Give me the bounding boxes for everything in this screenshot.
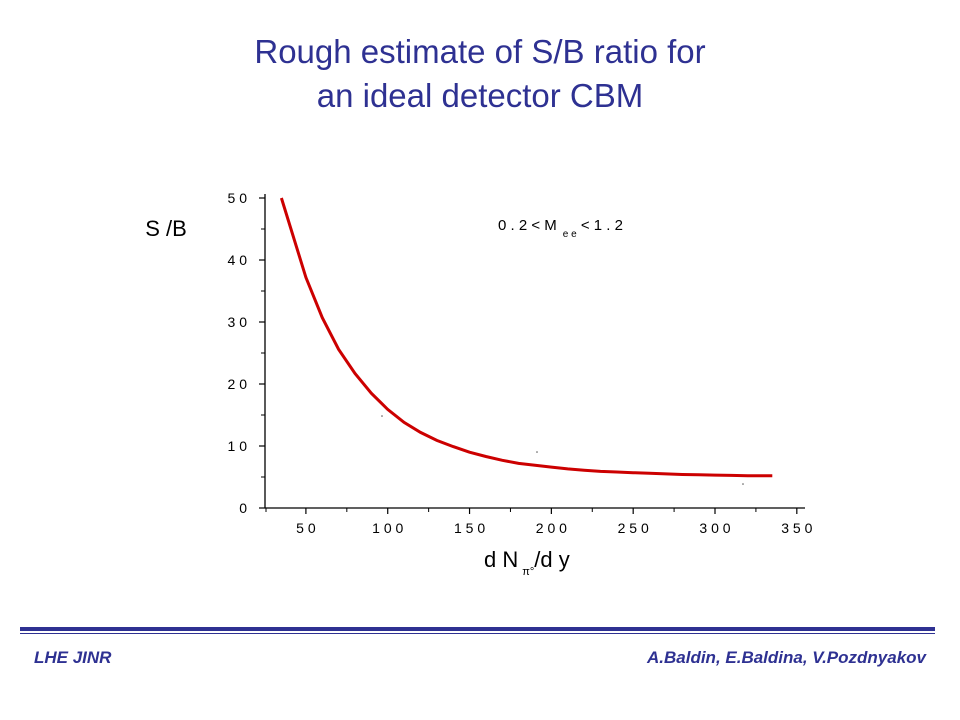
x-tick-label: 1 5 0 [454, 520, 485, 536]
footer-institution: LHE JINR [34, 648, 112, 667]
title-line-2: an ideal detector CBM [316, 77, 644, 114]
x-tick-label: 5 0 [296, 520, 316, 536]
x-label-suffix: /d y [534, 547, 569, 572]
annotation-suffix: < 1 . 2 [577, 217, 623, 234]
x-tick-label: 3 5 0 [781, 520, 812, 536]
footer-authors: A.Baldin, E.Baldina, V.Pozdnyakov [647, 648, 926, 667]
y-tick-label: 5 0 [228, 190, 248, 206]
y-tick-label: 2 0 [228, 376, 248, 392]
footer-divider [20, 627, 935, 631]
chart-ticks: 5 0 1 0 0 1 5 0 2 0 0 2 5 0 3 0 0 3 5 0 0 1 0 2 0… [228, 190, 813, 536]
stray-dot [536, 451, 538, 453]
y-axis-label: S /B [145, 216, 187, 241]
y-tick-label: 3 0 [228, 314, 248, 330]
y-tick-label: 0 [239, 500, 247, 516]
x-label-main: d N [484, 547, 518, 572]
stray-dot [381, 415, 383, 417]
sb-curve [279, 197, 773, 478]
y-tick-label: 4 0 [228, 252, 248, 268]
x-tick-label: 3 0 0 [699, 520, 730, 536]
annotation-subscript: e e [563, 229, 577, 240]
x-tick-label: 1 0 0 [372, 520, 403, 536]
annotation-main: 0 . 2 < M [498, 217, 557, 234]
title-line-1: Rough estimate of S/B ratio for [254, 33, 706, 70]
slide-title: Rough estimate of S/B ratio for an ideal… [0, 30, 960, 118]
y-tick-label: 1 0 [228, 438, 248, 454]
x-axis-label: d N π°/d y [484, 547, 570, 578]
stray-dot [742, 483, 744, 485]
footer-divider-thin [20, 633, 935, 634]
mass-range-annotation: 0 . 2 < M e e < 1 . 2 [498, 217, 623, 240]
chart-axes [264, 194, 805, 509]
x-tick-label: 2 0 0 [536, 520, 567, 536]
x-label-subscript: π° [522, 566, 534, 578]
x-tick-label: 2 5 0 [618, 520, 649, 536]
